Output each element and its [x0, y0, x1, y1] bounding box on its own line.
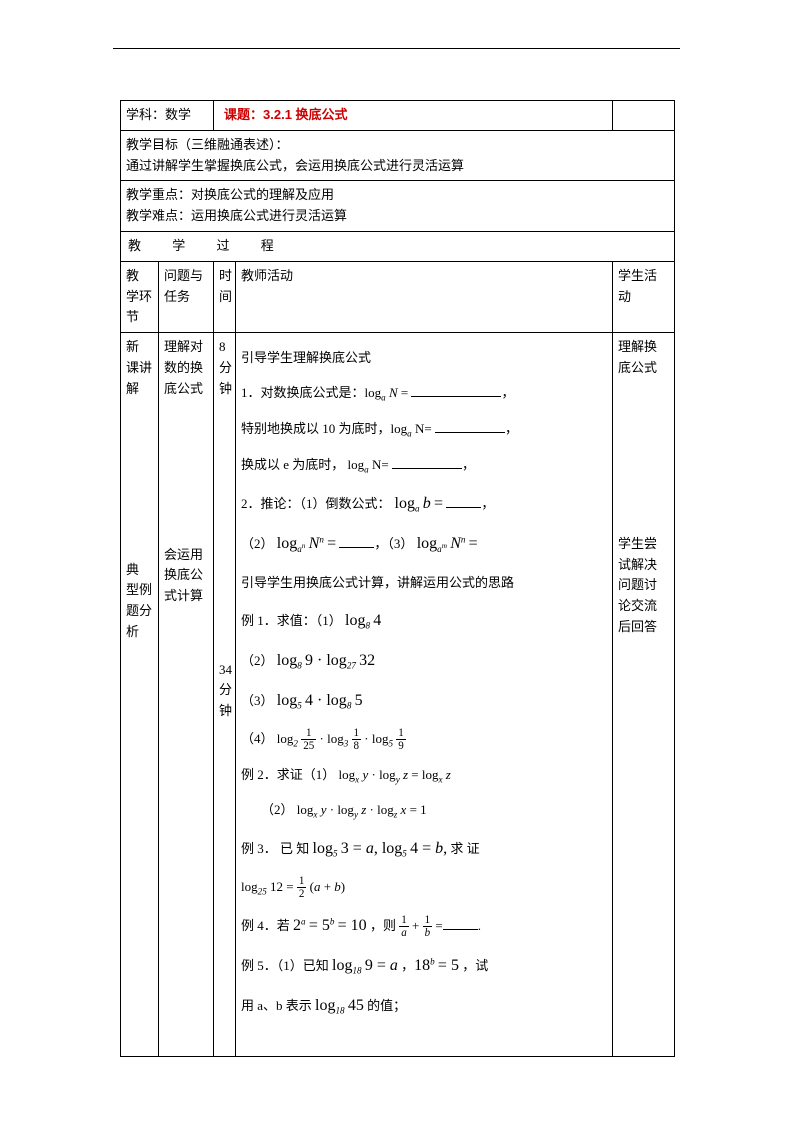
col-teacher-header: 教师活动 [236, 261, 613, 332]
title-row: 学科：数学 课题：3.2.1 换底公式 [121, 101, 675, 131]
ex3-prove: 求 证 [450, 841, 479, 856]
example-3-result: log25 12 = 12 (a + b) [241, 875, 607, 901]
example-1-4: （4） log2 125 · log3 18 · log5 19 [241, 727, 607, 753]
example-1-1: 例 1．求值：（1） log8 4 [241, 606, 607, 636]
focus-row: 教学重点：对换底公式的理解及应用 教学难点：运用换底公式进行灵活运算 [121, 181, 675, 232]
student-2: 学生尝试解决问题讨论交流后回答 [618, 536, 657, 634]
formula-1: 1．对数换底公式是：loga N = ， [241, 381, 607, 407]
teacher-activity-cell: 引导学生理解换底公式 1．对数换底公式是：loga N = ， 特别地换成以 1… [236, 333, 613, 1057]
ex2-label: 例 2．求证（1） [241, 767, 335, 782]
period: . [478, 918, 481, 933]
focus-cell: 教学重点：对换底公式的理解及应用 教学难点：运用换底公式进行灵活运算 [121, 181, 675, 232]
objectives-row: 教学目标（三维融通表述）： 通过讲解学生掌握换底公式，会运用换底公式进行灵活运算 [121, 130, 675, 181]
teacher-intro2: 引导学生用换底公式计算，讲解运用公式的思路 [241, 570, 607, 596]
col-student-header: 学生活动 [613, 261, 675, 332]
ex4-then: ，则 [370, 918, 396, 933]
objectives-heading: 教学目标（三维融通表述）： [126, 137, 289, 152]
formula-5-label3: ，（3） [374, 536, 413, 551]
student-activity-cell: 理解换底公式 学生尝试解决问题讨论交流后回答 [613, 333, 675, 1057]
ex1-3-label: （3） [241, 693, 274, 708]
comma: ， [481, 496, 494, 511]
comma: ， [505, 421, 518, 436]
ex1-4-label: （4） [241, 731, 274, 746]
title-empty-cell [613, 101, 675, 131]
formula-3: 换成以 e 为底时， loga N= ， [241, 453, 607, 479]
formula-2: 特别地换成以 10 为底时，loga N= ， [241, 417, 607, 443]
formula-2-prefix: 特别地换成以 10 为底时， [241, 421, 391, 436]
ex1-label: 例 1．求值：（1） [241, 613, 342, 628]
task-2: 会运用换底公式计算 [164, 547, 203, 604]
ex5-line2-prefix: 用 a、b 表示 [241, 998, 312, 1013]
ex1-2-label: （2） [241, 653, 274, 668]
ex5-suffix: 的值； [367, 998, 406, 1013]
content-row: 新 课讲解 典 型例题分析 理解对数的换底公式 会运用换底公式计算 8分钟 34… [121, 333, 675, 1057]
formula-1-prefix: 1．对数换底公式是： [241, 385, 365, 400]
ex4-label: 例 4．若 [241, 918, 290, 933]
example-2-1: 例 2．求证（1） logx y · logy z = logx z [241, 763, 607, 789]
task-cell: 理解对数的换底公式 会运用换底公式计算 [159, 333, 214, 1057]
ex5-then: ，试 [462, 958, 488, 973]
formula-3-prefix: 换成以 e 为底时， [241, 457, 344, 472]
lesson-title-cell: 课题：3.2.1 换底公式 [214, 101, 613, 131]
objectives-text: 通过讲解学生掌握换底公式，会运用换底公式进行灵活运算 [126, 158, 464, 173]
process-heading: 教 学 过 程 [126, 238, 288, 253]
lesson-title: 课题：3.2.1 换底公式 [224, 107, 348, 122]
time-1: 8分钟 [219, 339, 232, 396]
col-stage-header: 教 学环节 [121, 261, 159, 332]
formula-4: 2．推论：（1）倒数公式： loga b = ， [241, 489, 607, 519]
comma: ， [501, 385, 514, 400]
key-point: 教学重点：对换底公式的理解及应用 [126, 187, 334, 202]
page-top-rule [113, 48, 680, 49]
subject-label: 学科：数学 [126, 107, 191, 122]
stage-cell: 新 课讲解 典 型例题分析 [121, 333, 159, 1057]
example-5: 例 5．（1）已知 log18 9 = a ，18b = 5 ，试 [241, 951, 607, 981]
lesson-plan-table: 学科：数学 课题：3.2.1 换底公式 教学目标（三维融通表述）： 通过讲解学生… [120, 100, 675, 1057]
example-4: 例 4．若 2a = 5b = 10 ，则 1a + 1b =. [241, 911, 607, 941]
col-time-header: 时间 [214, 261, 236, 332]
example-3: 例 3． 已 知 log5 3 = a, log5 4 = b, 求 证 [241, 834, 607, 864]
formula-5-label2: （2） [241, 536, 274, 551]
objectives-cell: 教学目标（三维融通表述）： 通过讲解学生掌握换底公式，会运用换底公式进行灵活运算 [121, 130, 675, 181]
lesson-plan-document: 学科：数学 课题：3.2.1 换底公式 教学目标（三维融通表述）： 通过讲解学生… [120, 100, 675, 1057]
difficult-point: 教学难点：运用换底公式进行灵活运算 [126, 208, 347, 223]
stage-2: 典 型例题分析 [126, 562, 152, 639]
column-header-row: 教 学环节 问题与任务 时间 教师活动 学生活动 [121, 261, 675, 332]
process-heading-cell: 教 学 过 程 [121, 231, 675, 261]
formula-5: （2） logan Nn = ，（3） logam Nn = [241, 529, 607, 559]
example-5-line2: 用 a、b 表示 log18 45 的值； [241, 991, 607, 1021]
task-1: 理解对数的换底公式 [164, 339, 203, 396]
example-2-2: （2） logx y · logy z · logz x = 1 [241, 798, 607, 824]
comma: ， [462, 457, 475, 472]
ex5-label: 例 5．（1）已知 [241, 958, 329, 973]
time-cell: 8分钟 34分钟 [214, 333, 236, 1057]
student-1: 理解换底公式 [618, 339, 657, 375]
time-2: 34分钟 [219, 662, 232, 719]
example-1-2: （2） log8 9 · log27 32 [241, 646, 607, 676]
col-task-header: 问题与任务 [159, 261, 214, 332]
ex2-2-label: （2） [261, 802, 294, 817]
subject-cell: 学科：数学 [121, 101, 214, 131]
example-1-3: （3） log5 4 · log8 5 [241, 686, 607, 716]
stage-1: 新 课讲解 [126, 339, 152, 396]
ex3-label: 例 3． 已 知 [241, 841, 309, 856]
teacher-intro: 引导学生理解换底公式 [241, 345, 607, 371]
formula-4-prefix: 2．推论：（1）倒数公式： [241, 496, 391, 511]
process-heading-row: 教 学 过 程 [121, 231, 675, 261]
